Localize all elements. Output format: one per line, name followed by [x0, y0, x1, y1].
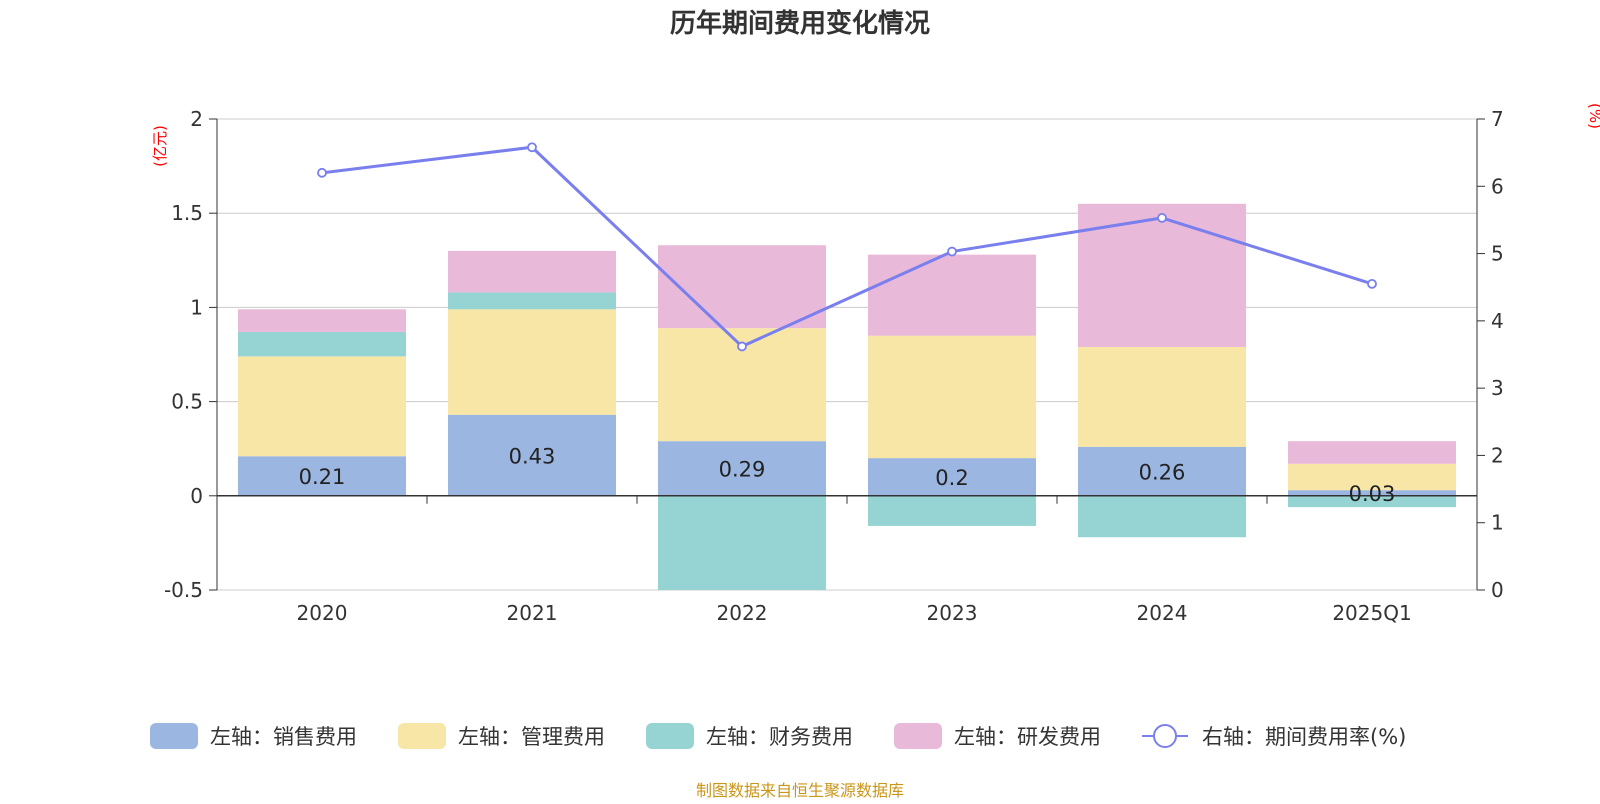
data-source-note: 制图数据来自恒生聚源数据库: [695, 781, 904, 800]
legend-swatch: [398, 723, 446, 749]
legend-label: 左轴：财务费用: [706, 725, 853, 749]
bar-segment: [448, 309, 616, 415]
bar-segment: [1288, 490, 1456, 496]
bar-segment: [868, 495, 1036, 526]
y-tick-label: 0.5: [171, 390, 203, 414]
data-label: 0.2: [935, 466, 968, 490]
axes: 2 1.5 1 0.5 0 -0.5 7 6 5 4 3 2 1 0 2020 2021 2022 2023 202…: [164, 107, 1504, 625]
y-tick-label: -0.5: [164, 578, 203, 602]
bar-segment: [658, 495, 826, 590]
y-tick-label: 1: [190, 295, 203, 319]
rate-point: [737, 341, 747, 352]
data-label: 0.29: [719, 457, 766, 481]
data-label: 0.21: [299, 465, 346, 489]
bar-segment: [868, 335, 1036, 459]
right-axis-unit: (%): [1586, 103, 1600, 129]
y2-tick-label: 4: [1491, 309, 1504, 333]
legend-label: 右轴：期间费用率(%): [1202, 725, 1406, 749]
x-tick-label: 2023: [927, 601, 978, 625]
bar-segment: [658, 245, 826, 329]
y-tick-label: 1.5: [171, 201, 203, 225]
legend-label: 左轴：研发费用: [954, 725, 1101, 749]
bar-segment: [238, 331, 406, 357]
y2-tick-label: 3: [1491, 376, 1504, 400]
y-tick-label: 0: [190, 484, 203, 508]
bar-segment: [1078, 203, 1246, 347]
data-labels: 0.21 0.43 0.29 0.2 0.26 0.03: [299, 444, 1396, 506]
rate-line-path: [321, 145, 1373, 349]
bar-segment: [868, 458, 1036, 496]
rate-line: [317, 142, 1377, 352]
y-tick-label: 2: [190, 107, 203, 131]
y2-tick-label: 7: [1491, 107, 1504, 131]
bar-segment: [658, 441, 826, 496]
rate-point: [947, 246, 957, 257]
y2-tick-label: 0: [1491, 578, 1504, 602]
x-tick-label: 2022: [717, 601, 768, 625]
legend-circle-icon: [1153, 724, 1177, 748]
bar-segment: [1078, 346, 1246, 447]
y2-tick-label: 1: [1491, 511, 1504, 535]
y2-tick-label: 5: [1491, 242, 1504, 266]
bar-segment: [1078, 446, 1246, 496]
data-label: 0.43: [509, 444, 556, 468]
x-tick-label: 2024: [1137, 601, 1188, 625]
y2-tick-label: 6: [1491, 174, 1504, 198]
grid: [217, 118, 1477, 591]
bar-segment: [1288, 463, 1456, 491]
y2-tick-label: 2: [1491, 443, 1504, 467]
bar-segment: [448, 250, 616, 293]
left-axis-unit: (亿元): [151, 125, 169, 167]
data-label: 0.03: [1349, 482, 1396, 506]
x-tick-label: 2025Q1: [1332, 601, 1411, 625]
bar-segment: [1288, 441, 1456, 464]
rate-point: [1367, 278, 1377, 289]
x-tick-label: 2021: [507, 601, 558, 625]
rate-point: [527, 142, 537, 153]
legend: 左轴：销售费用 左轴：管理费用 左轴：财务费用 左轴：研发费用 右轴：期间费用率(%): [150, 723, 1406, 749]
bar-segment: [238, 456, 406, 496]
rate-point: [1157, 213, 1167, 223]
rate-point: [317, 167, 327, 178]
bars: [238, 203, 1456, 590]
bar-segment: [1078, 495, 1246, 538]
legend-label: 左轴：销售费用: [210, 725, 357, 749]
bar-segment: [868, 254, 1036, 336]
legend-swatch: [894, 723, 942, 749]
bar-segment: [238, 356, 406, 457]
legend-swatch: [150, 723, 198, 749]
bar-segment: [1288, 495, 1456, 508]
data-label: 0.26: [1139, 460, 1186, 484]
legend-swatch: [646, 723, 694, 749]
bar-segment: [448, 414, 616, 496]
bar-segment: [238, 309, 406, 332]
bar-segment: [448, 292, 616, 310]
x-tick-label: 2020: [297, 601, 348, 625]
legend-label: 左轴：管理费用: [458, 725, 605, 749]
chart-title: 历年期间费用变化情况: [670, 8, 930, 39]
